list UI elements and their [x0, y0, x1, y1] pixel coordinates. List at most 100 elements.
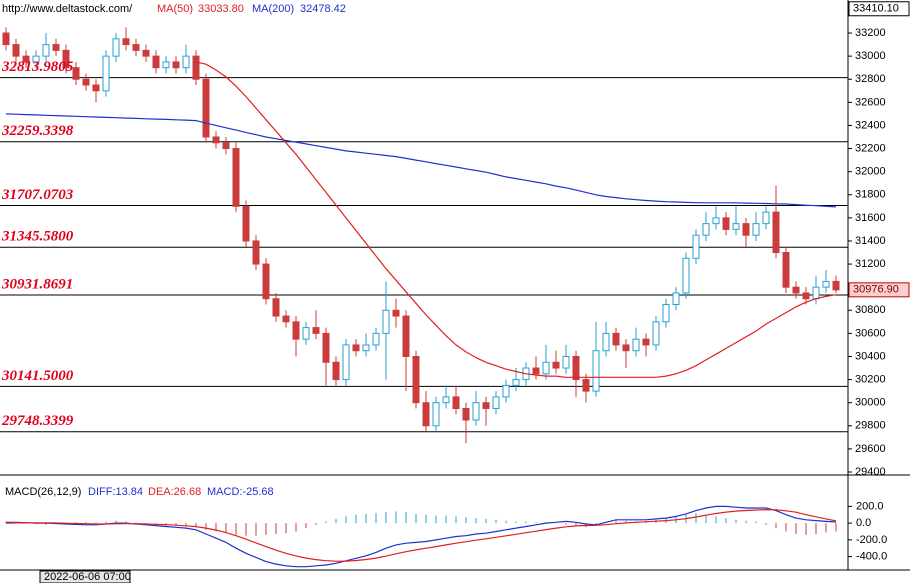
- candle-body: [572, 355, 580, 381]
- diff-line: [6, 505, 837, 568]
- y-tick-label: 32600: [855, 96, 886, 108]
- candle-body: [192, 55, 200, 80]
- candle-body: [732, 223, 740, 230]
- candle-body: [812, 286, 820, 300]
- time-box: [39, 570, 131, 583]
- axes: 29400 29600 29800 30000 30200 30400 30600 30800…: [848, 1, 910, 563]
- legend-value: 33033.80: [198, 3, 244, 15]
- candle-body: [402, 315, 410, 357]
- macd-tick-label: 200.0: [856, 500, 884, 512]
- candle-body: [162, 61, 170, 69]
- candle-body: [422, 402, 430, 427]
- candle-body: [212, 136, 220, 144]
- candle-body: [32, 55, 40, 63]
- candle-body: [792, 286, 800, 294]
- candle-body: [342, 344, 350, 381]
- macd-title: MACD(26,12,9): [5, 486, 81, 498]
- candle-body: [22, 55, 30, 63]
- candle-body: [242, 205, 250, 242]
- macd-tick-label: -200.0: [856, 534, 887, 546]
- y-tick-label: 31200: [855, 258, 886, 270]
- legend-name: MA(50): [157, 3, 193, 15]
- candle-body: [292, 321, 300, 340]
- candle-body: [672, 292, 680, 305]
- candle-body: [172, 61, 180, 69]
- candle-body: [562, 355, 570, 369]
- price-panel: [0, 27, 848, 444]
- candle-body: [282, 315, 290, 323]
- candle-body: [712, 217, 720, 225]
- candle-body: [132, 44, 140, 51]
- candle-body: [722, 217, 730, 230]
- candle-body: [262, 263, 270, 300]
- candle-body: [542, 361, 550, 375]
- y-tick-label: 29400: [855, 466, 886, 478]
- y-tick-label: 31600: [855, 212, 886, 224]
- candle-body: [462, 407, 470, 421]
- candle-body: [592, 350, 600, 392]
- candle-body: [802, 292, 810, 300]
- candle-body: [312, 327, 320, 334]
- candle-body: [632, 338, 640, 352]
- candle-body: [392, 309, 400, 317]
- candle-body: [612, 332, 620, 346]
- y-tick-label: 30800: [855, 304, 886, 316]
- candle-body: [532, 367, 540, 375]
- source: http://www.deltastock.com/: [2, 3, 133, 15]
- candle-body: [92, 84, 100, 92]
- candle-body: [232, 148, 240, 207]
- candle-body: [222, 142, 230, 150]
- candle-body: [582, 379, 590, 392]
- price-box-label: 33410.10: [853, 3, 899, 15]
- candle-body: [362, 344, 370, 352]
- level-label: 30931.8691: [1, 276, 73, 292]
- candle-body: [782, 252, 790, 288]
- candle-body: [652, 321, 660, 346]
- candle-body: [832, 280, 840, 291]
- candle-body: [382, 309, 390, 334]
- candle-body: [602, 332, 610, 352]
- candle-body: [472, 402, 480, 421]
- dea-line: [5, 508, 837, 562]
- legend-value: 32478.42: [300, 3, 346, 15]
- level-label: 31707.0703: [1, 187, 74, 203]
- level-label: 31345.5800: [1, 229, 74, 245]
- candle-body: [112, 38, 120, 57]
- candle-body: [452, 396, 460, 409]
- candle-body: [122, 38, 130, 46]
- candle-body: [552, 361, 560, 369]
- candle-body: [442, 396, 450, 404]
- time-label: 2022-06-06 07:00: [44, 571, 131, 583]
- candle-body: [702, 223, 710, 236]
- candle-body: [142, 49, 150, 57]
- candle-body: [372, 332, 380, 346]
- ma-line: [5, 113, 837, 208]
- macd-tick-label: -400.0: [856, 551, 887, 563]
- candle-body: [12, 44, 20, 57]
- macd-panel: [5, 505, 837, 568]
- candle-body: [502, 384, 510, 398]
- level-label: 32259.3398: [1, 123, 74, 139]
- candle-body: [272, 298, 280, 317]
- y-tick-label: 33200: [855, 27, 886, 39]
- candle-body: [72, 67, 80, 80]
- y-tick-label: 32400: [855, 119, 886, 131]
- candle-body: [202, 78, 210, 138]
- candle-body: [42, 44, 50, 57]
- macd-tick-label: 0.0: [856, 517, 871, 529]
- level-label: 30141.5000: [1, 368, 74, 384]
- candle-body: [412, 355, 420, 404]
- candle-body: [82, 78, 90, 86]
- candle-body: [682, 257, 690, 294]
- y-tick-label: 30400: [855, 350, 886, 362]
- candle-body: [492, 396, 500, 409]
- candle-body: [742, 223, 750, 236]
- price-box: [848, 282, 910, 298]
- y-tick-label: 29800: [855, 420, 886, 432]
- candle-body: [692, 234, 700, 259]
- candle-body: [102, 55, 110, 92]
- ma-line: [195, 61, 837, 378]
- y-tick-label: 31800: [855, 189, 886, 201]
